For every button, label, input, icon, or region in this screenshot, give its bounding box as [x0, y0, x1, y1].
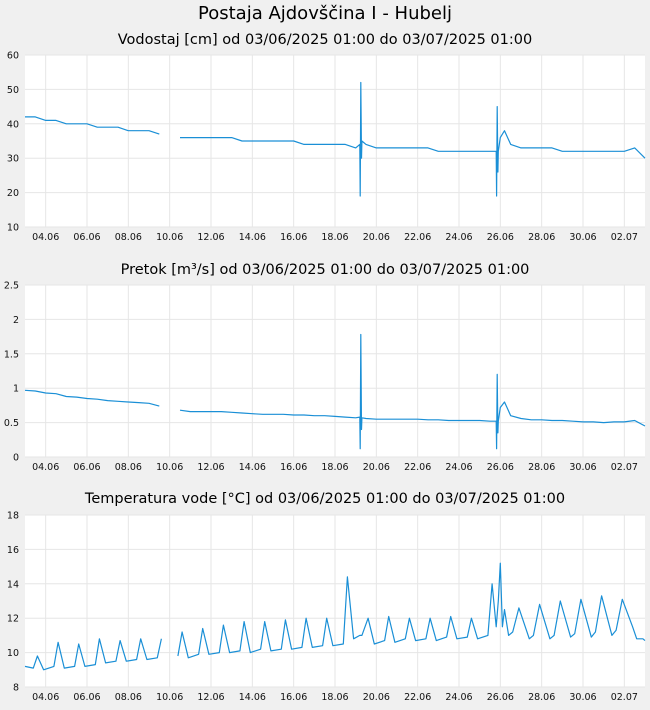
- x-tick-label: 08.06: [115, 462, 142, 473]
- x-tick-label: 10.06: [156, 692, 183, 703]
- water-level-series-line: [25, 81, 646, 197]
- x-tick-label: 10.06: [156, 462, 183, 473]
- x-tick-label: 12.06: [197, 692, 224, 703]
- x-tick-label: 24.06: [445, 232, 472, 243]
- x-tick-label: 18.06: [321, 462, 348, 473]
- chart-title-discharge: Pretok [m³/s] od 03/06/2025 01:00 do 03/…: [120, 262, 530, 278]
- x-tick-label: 04.06: [32, 232, 59, 243]
- x-tick-label: 04.06: [32, 692, 59, 703]
- x-tick-label: 30.06: [569, 462, 596, 473]
- x-tick-label: 30.06: [569, 692, 596, 703]
- y-tick-label: 0.5: [4, 418, 19, 429]
- y-tick-label: 0: [13, 453, 19, 464]
- y-tick-label: 60: [7, 51, 19, 62]
- x-tick-label: 24.06: [445, 462, 472, 473]
- y-tick-label: 30: [7, 154, 19, 165]
- x-tick-label: 22.06: [404, 692, 431, 703]
- x-tick-label: 22.06: [404, 232, 431, 243]
- x-tick-label: 16.06: [280, 692, 307, 703]
- x-tick-label: 12.06: [197, 462, 224, 473]
- y-tick-label: 1: [13, 384, 19, 395]
- x-tick-label: 16.06: [280, 232, 307, 243]
- x-tick-label: 24.06: [445, 692, 472, 703]
- y-tick-label: 8: [13, 683, 19, 694]
- x-tick-label: 12.06: [197, 232, 224, 243]
- x-tick-label: 18.06: [321, 232, 348, 243]
- x-tick-label: 16.06: [280, 462, 307, 473]
- chart-title-water-level: Vodostaj [cm] od 03/06/2025 01:00 do 03/…: [117, 32, 533, 48]
- page-title: Postaja Ajdovščina I - Hubelj: [198, 3, 452, 24]
- x-tick-label: 28.06: [528, 692, 555, 703]
- x-tick-label: 30.06: [569, 232, 596, 243]
- x-tick-label: 06.06: [73, 232, 100, 243]
- y-tick-label: 18: [7, 511, 19, 522]
- x-tick-label: 02.07: [611, 462, 638, 473]
- discharge-series-line: [24, 333, 646, 450]
- x-tick-label: 08.06: [115, 232, 142, 243]
- x-tick-label: 28.06: [528, 462, 555, 473]
- y-tick-label: 14: [7, 579, 19, 590]
- x-tick-label: 04.06: [32, 462, 59, 473]
- x-tick-label: 02.07: [611, 232, 638, 243]
- y-tick-label: 50: [7, 85, 19, 96]
- x-tick-label: 06.06: [73, 462, 100, 473]
- x-tick-label: 14.06: [239, 232, 266, 243]
- chart-title-water-temperature: Temperatura vode [°C] od 03/06/2025 01:0…: [84, 491, 566, 507]
- discharge-chart: 0 0.5 1 1.5 2 2.5 04.06 06.06 08.06 10.06 12.06 14.…: [4, 281, 646, 473]
- x-tick-label: 26.06: [487, 692, 514, 703]
- x-tick-label: 28.06: [528, 232, 555, 243]
- y-tick-label: 40: [7, 119, 19, 130]
- x-tick-label: 14.06: [239, 692, 266, 703]
- water-temperature-series-line: [24, 562, 646, 671]
- x-tick-label: 18.06: [321, 692, 348, 703]
- y-tick-label: 10: [7, 223, 19, 234]
- y-tick-label: 12: [7, 614, 19, 625]
- water-level-chart: 10 20 30 40 50 60 04.06 06.06 08.06 10.06 12.06 14.…: [7, 51, 646, 243]
- x-tick-label: 10.06: [156, 232, 183, 243]
- y-tick-label: 10: [7, 648, 19, 659]
- water-temperature-chart: 8 10 12 14 16 18 04.06 06.06 08.06 10.06 12.06 14.0…: [7, 511, 646, 703]
- y-tick-label: 2.5: [4, 281, 19, 292]
- x-tick-label: 08.06: [115, 692, 142, 703]
- x-tick-label: 26.06: [487, 232, 514, 243]
- x-tick-label: 14.06: [239, 462, 266, 473]
- x-tick-label: 20.06: [363, 462, 390, 473]
- y-tick-label: 1.5: [4, 349, 19, 360]
- x-tick-label: 20.06: [363, 232, 390, 243]
- x-tick-label: 06.06: [73, 692, 100, 703]
- y-tick-label: 16: [7, 545, 19, 556]
- x-tick-label: 02.07: [611, 692, 638, 703]
- y-tick-label: 2: [13, 315, 19, 326]
- x-tick-label: 26.06: [487, 462, 514, 473]
- x-tick-label: 20.06: [363, 692, 390, 703]
- x-tick-label: 22.06: [404, 462, 431, 473]
- y-tick-label: 20: [7, 188, 19, 199]
